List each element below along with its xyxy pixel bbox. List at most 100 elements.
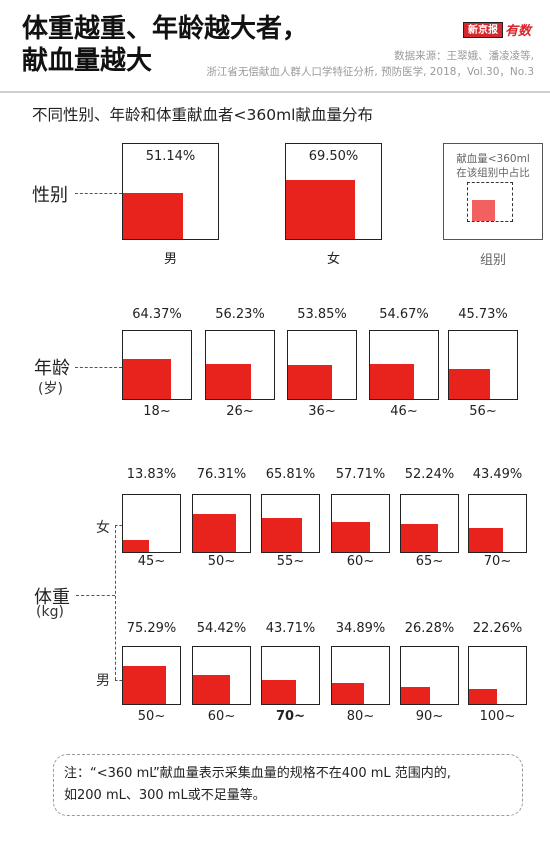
legend-frame xyxy=(443,143,543,240)
data-label: 53.85% xyxy=(297,307,347,322)
data-label: 56.23% xyxy=(215,307,265,322)
logo-box: 新京报 xyxy=(463,22,503,38)
category-label: 100~ xyxy=(479,709,516,724)
bar xyxy=(332,683,364,704)
bar xyxy=(123,359,171,399)
data-label: 54.42% xyxy=(196,621,247,636)
group-label-gender: 性别 xyxy=(32,185,68,206)
weight-leader-line xyxy=(76,595,115,596)
bar-frame xyxy=(468,646,527,705)
category-label: 70~ xyxy=(483,554,512,569)
bar-frame xyxy=(122,494,181,553)
bar xyxy=(401,524,438,552)
footnote-line-2: 如200 mL、300 mL或不足量等。 xyxy=(64,788,266,803)
bar-frame xyxy=(285,143,382,240)
group-label-age: 年龄 xyxy=(34,358,70,379)
bar xyxy=(262,680,296,704)
data-label: 75.29% xyxy=(126,621,177,636)
category-label: 60~ xyxy=(207,709,236,724)
source-line-2: 浙江省无偿献血人群人口学特征分析, 预防医学, 2018，Vol.30，No.3 xyxy=(206,66,534,78)
data-label: 57.71% xyxy=(335,467,386,482)
category-label: 45~ xyxy=(137,554,166,569)
bar xyxy=(193,675,230,704)
data-label: 52.24% xyxy=(404,467,455,482)
category-label: 56~ xyxy=(469,404,497,419)
bar-frame xyxy=(122,143,219,240)
male-label: 男 xyxy=(96,673,110,689)
group-label-weight: 体重 xyxy=(34,587,70,608)
bar xyxy=(288,365,332,399)
bar-frame xyxy=(400,646,459,705)
logo-script: 有数 xyxy=(505,24,532,39)
category-label: 26~ xyxy=(226,404,254,419)
data-label: 76.31% xyxy=(196,467,247,482)
age-leader-line xyxy=(75,367,122,368)
page-title-line-1: 体重越重、年龄越大者， xyxy=(22,14,309,44)
category-label: 46~ xyxy=(390,404,418,419)
bar-frame xyxy=(468,494,527,553)
data-label: 65.81% xyxy=(265,467,316,482)
bar xyxy=(370,364,414,399)
legend-dashed-box xyxy=(467,182,513,222)
bar xyxy=(123,540,149,552)
data-label: 45.73% xyxy=(458,307,508,322)
header-divider xyxy=(0,91,550,93)
category-label: 90~ xyxy=(415,709,444,724)
bar xyxy=(262,518,302,552)
legend-line-2: 在该组别中占比 xyxy=(456,167,530,179)
footnote-line-1: 注：“<360 mL”献血量表示采集血量的规格不在400 mL 范围内的, xyxy=(64,766,451,781)
category-label: 36~ xyxy=(308,404,336,419)
bar-frame xyxy=(192,494,251,553)
bar-frame xyxy=(331,646,390,705)
category-label: 80~ xyxy=(346,709,375,724)
bar-frame xyxy=(261,494,320,553)
male-tick xyxy=(115,680,122,681)
data-label: 13.83% xyxy=(126,467,177,482)
category-label: 60~ xyxy=(346,554,375,569)
page-title-line-2: 献血量越大 xyxy=(22,46,153,76)
gender-leader-line xyxy=(75,193,122,194)
data-label: 34.89% xyxy=(335,621,386,636)
data-label: 22.26% xyxy=(472,621,523,636)
category-label: 男 xyxy=(163,252,177,267)
bar-frame xyxy=(205,330,275,400)
legend-line-1: 献血量<360ml xyxy=(456,153,530,165)
bar xyxy=(286,180,355,239)
category-label: 55~ xyxy=(276,554,305,569)
group-label-weight-unit: (kg) xyxy=(36,604,64,620)
female-tick xyxy=(115,525,122,526)
bar-frame xyxy=(192,646,251,705)
bar xyxy=(206,364,251,399)
bar-frame xyxy=(369,330,439,400)
bar-frame xyxy=(448,330,518,400)
female-label: 女 xyxy=(96,520,110,536)
bar-frame xyxy=(261,646,320,705)
category-label: 50~ xyxy=(207,554,236,569)
data-label: 26.28% xyxy=(404,621,455,636)
bar-frame xyxy=(287,330,357,400)
bar xyxy=(401,687,430,704)
bar xyxy=(123,193,183,239)
group-label-age-unit: (岁) xyxy=(38,381,63,397)
data-label: 43.71% xyxy=(265,621,316,636)
publisher-logo: 新京报 有数 xyxy=(463,22,535,39)
legend-swatch xyxy=(472,200,495,221)
legend-caption: 组别 xyxy=(479,253,506,268)
data-label: 43.49% xyxy=(472,467,523,482)
bar xyxy=(332,522,370,552)
bar xyxy=(469,689,497,704)
category-label: 18~ xyxy=(143,404,171,419)
bar-frame xyxy=(122,646,181,705)
category-label: 70~ xyxy=(276,709,305,724)
data-label: 64.37% xyxy=(132,307,182,322)
bar-frame xyxy=(122,330,192,400)
data-label: 54.67% xyxy=(379,307,429,322)
weight-bracket xyxy=(115,525,116,680)
source-line-1: 数据来源：王翠娥、潘凌凌等, xyxy=(394,50,534,62)
data-label: 51.14% xyxy=(145,149,196,164)
category-label: 女 xyxy=(326,252,340,267)
data-label: 69.50% xyxy=(308,149,359,164)
footnote: 注：“<360 mL”献血量表示采集血量的规格不在400 mL 范围内的, 如2… xyxy=(53,754,523,816)
bar-frame xyxy=(400,494,459,553)
category-label: 65~ xyxy=(415,554,444,569)
